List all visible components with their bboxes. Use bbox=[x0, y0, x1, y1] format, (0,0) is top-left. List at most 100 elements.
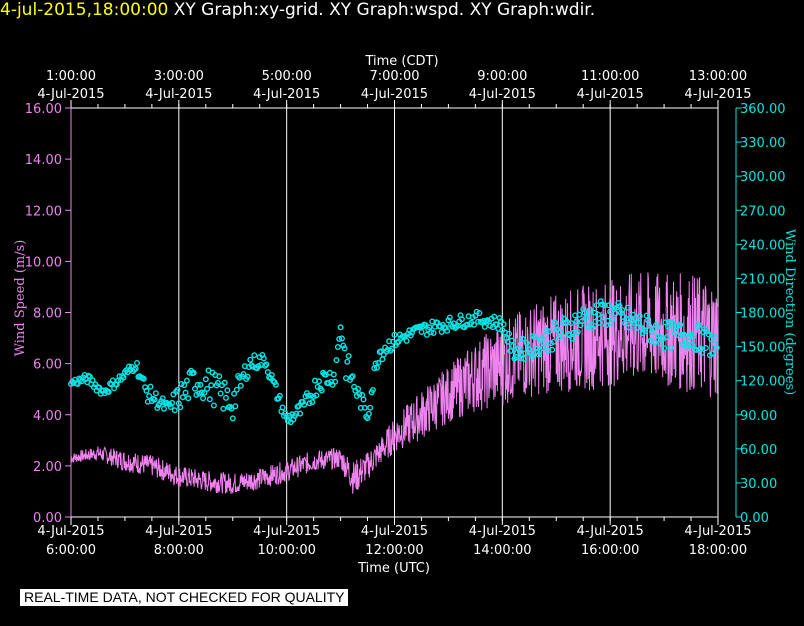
wind-direction-point bbox=[529, 353, 536, 360]
left-tick-label: 12.00 bbox=[25, 204, 62, 219]
wind-direction-point bbox=[125, 363, 132, 370]
bottom-tick-time: 6:00:00 bbox=[46, 543, 96, 558]
top-tick-date: 4-Jul-2015 bbox=[361, 87, 428, 102]
wind-direction-point bbox=[510, 343, 517, 350]
top-tick-time: 13:00:00 bbox=[689, 69, 747, 84]
top-tick-time: 9:00:00 bbox=[477, 69, 527, 84]
wind-direction-point bbox=[626, 324, 633, 331]
right-tick-label: 300.00 bbox=[740, 170, 786, 185]
wind-direction-point bbox=[224, 387, 231, 394]
wind-direction-point bbox=[546, 328, 553, 335]
wind-direction-point bbox=[375, 359, 382, 366]
wind-direction-point bbox=[619, 307, 626, 314]
wind-direction-point bbox=[86, 373, 93, 380]
bottom-tick-date: 4-Jul-2015 bbox=[145, 524, 212, 539]
wind-direction-point bbox=[222, 394, 229, 401]
wind-direction-point bbox=[541, 340, 548, 347]
wind-direction-point bbox=[446, 314, 453, 321]
left-tick-label: 10.00 bbox=[25, 255, 62, 270]
wind-direction-point bbox=[539, 345, 546, 352]
wind-direction-point bbox=[677, 321, 684, 328]
top-tick-time: 11:00:00 bbox=[581, 69, 639, 84]
left-tick-label: 16.00 bbox=[25, 102, 62, 117]
wind-direction-point bbox=[518, 355, 525, 362]
wind-direction-point bbox=[200, 395, 207, 402]
right-tick-label: 30.00 bbox=[740, 477, 777, 492]
wind-direction-point bbox=[264, 369, 271, 376]
right-tick-label: 0.00 bbox=[740, 511, 769, 526]
wind-direction-point bbox=[476, 310, 483, 317]
wind-direction-point bbox=[522, 350, 529, 357]
bottom-tick-time: 12:00:00 bbox=[365, 543, 423, 558]
bottom-axis-title: Time (UTC) bbox=[357, 561, 430, 576]
wind-direction-point bbox=[232, 403, 239, 410]
wind-direction-point bbox=[268, 372, 275, 379]
wind-direction-point bbox=[337, 324, 344, 331]
graph-label-wdir: XY Graph:wdir. bbox=[469, 0, 596, 20]
bottom-tick-time: 10:00:00 bbox=[257, 543, 315, 558]
wind-direction-point bbox=[576, 311, 583, 318]
wind-direction-point bbox=[251, 352, 258, 359]
wind-direction-point bbox=[588, 322, 595, 329]
wind-speed-line bbox=[70, 272, 719, 495]
wind-direction-point bbox=[276, 392, 283, 399]
wind-direction-point bbox=[247, 356, 254, 363]
wind-direction-point bbox=[344, 358, 351, 365]
right-tick-label: 90.00 bbox=[740, 409, 777, 424]
wind-direction-point bbox=[132, 365, 139, 372]
wind-direction-point bbox=[661, 345, 668, 352]
qc-warning: REAL-TIME DATA, NOT CHECKED FOR QUALITY bbox=[20, 589, 349, 606]
wind-direction-point bbox=[233, 386, 240, 393]
wind-direction-point bbox=[240, 371, 247, 378]
wind-direction-point bbox=[177, 404, 184, 411]
wind-direction-point bbox=[586, 306, 593, 313]
top-tick-date: 4-Jul-2015 bbox=[253, 87, 320, 102]
top-tick-date: 4-Jul-2015 bbox=[684, 87, 751, 102]
wind-direction-point bbox=[318, 387, 325, 394]
top-tick-time: 1:00:00 bbox=[46, 69, 96, 84]
wind-direction-point bbox=[367, 404, 374, 411]
wind-direction-point bbox=[481, 323, 488, 330]
wind-direction-point bbox=[630, 311, 637, 318]
wind-direction-point bbox=[355, 385, 362, 392]
wind-direction-point bbox=[360, 396, 367, 403]
wind-direction-point bbox=[523, 340, 530, 347]
wind-direction-point bbox=[297, 410, 304, 417]
wind-direction-point bbox=[244, 373, 251, 380]
wind-direction-point bbox=[272, 381, 279, 388]
wind-direction-point bbox=[338, 335, 345, 342]
wind-direction-point bbox=[705, 331, 712, 338]
wind-direction-point bbox=[551, 319, 558, 326]
wind-direction-point bbox=[409, 329, 416, 336]
wind-direction-point bbox=[704, 328, 711, 335]
wind-direction-point bbox=[667, 344, 674, 351]
wind-direction-point bbox=[491, 313, 498, 320]
wind-direction-point bbox=[500, 321, 507, 328]
wind-direction-point bbox=[568, 320, 575, 327]
top-tick-date: 4-Jul-2015 bbox=[469, 87, 536, 102]
wind-direction-point bbox=[190, 369, 197, 376]
title-row: 4-jul-2015,18:00:00 XY Graph:xy-grid. XY… bbox=[0, 0, 595, 24]
wind-direction-point bbox=[305, 392, 312, 399]
wind-direction-point bbox=[418, 329, 425, 336]
wind-direction-point bbox=[654, 324, 661, 331]
wind-direction-point bbox=[365, 410, 372, 417]
top-tick-date: 4-Jul-2015 bbox=[37, 87, 104, 102]
wind-direction-point bbox=[593, 302, 600, 309]
wind-direction-series bbox=[67, 298, 720, 426]
bottom-tick-time: 8:00:00 bbox=[154, 543, 204, 558]
wind-direction-point bbox=[231, 390, 238, 397]
wind-direction-point bbox=[507, 348, 514, 355]
wind-direction-point bbox=[316, 378, 323, 385]
wind-direction-point bbox=[146, 393, 153, 400]
wind-direction-point bbox=[702, 345, 709, 352]
wind-direction-point bbox=[333, 357, 340, 364]
wind-direction-point bbox=[263, 361, 270, 368]
wind-direction-point bbox=[210, 402, 217, 409]
wind-direction-point bbox=[147, 383, 154, 390]
wind-direction-point bbox=[430, 330, 437, 337]
wind-direction-point bbox=[151, 396, 158, 403]
wind-direction-point bbox=[89, 377, 96, 384]
wind-direction-point bbox=[423, 331, 430, 338]
wind-direction-point bbox=[599, 301, 606, 308]
